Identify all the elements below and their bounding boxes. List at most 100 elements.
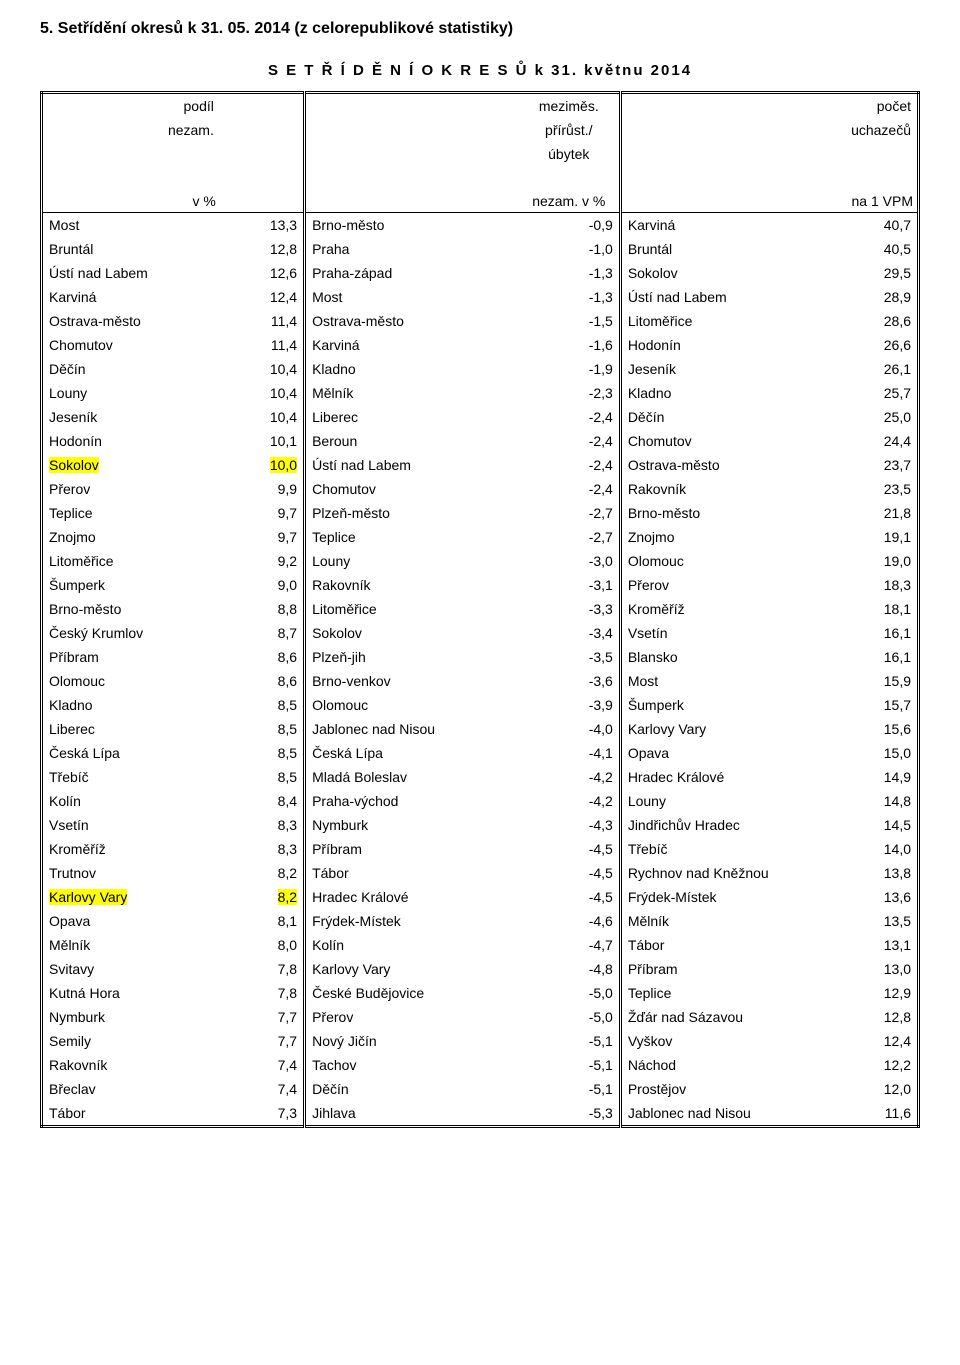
col2-hdr-3: nezam. v %	[519, 190, 619, 213]
district-value: -4,0	[519, 717, 619, 741]
district-name: Kladno	[622, 381, 823, 405]
district-value: 40,5	[823, 237, 917, 261]
table-row: Prostějov12,0	[622, 1077, 917, 1101]
district-name: Svitavy	[43, 957, 220, 981]
table-row: Karlovy Vary-4,8	[306, 957, 619, 981]
table-row: Kolín-4,7	[306, 933, 619, 957]
district-name: Chomutov	[43, 333, 220, 357]
district-value: -2,4	[519, 405, 619, 429]
district-name: Rakovník	[43, 1053, 220, 1077]
district-name: Olomouc	[622, 549, 823, 573]
district-name: Louny	[306, 549, 519, 573]
district-name: Jablonec nad Nisou	[622, 1101, 823, 1125]
district-value: 8,2	[220, 885, 303, 909]
district-value: 21,8	[823, 501, 917, 525]
district-name: Příbram	[622, 957, 823, 981]
table-row: Jeseník26,1	[622, 357, 917, 381]
district-name: Opava	[622, 741, 823, 765]
col2-hdr-0: meziměs.	[519, 94, 619, 118]
table-row: Chomutov24,4	[622, 429, 917, 453]
district-value: 10,4	[220, 381, 303, 405]
district-value: -4,7	[519, 933, 619, 957]
table-row: Mělník-2,3	[306, 381, 619, 405]
district-value: 23,5	[823, 477, 917, 501]
col1-hdr-3: v %	[43, 190, 220, 213]
district-name: Frýdek-Místek	[306, 909, 519, 933]
district-value: -5,1	[519, 1053, 619, 1077]
district-value: 19,1	[823, 525, 917, 549]
table-row: Most-1,3	[306, 285, 619, 309]
table-row: Šumperk15,7	[622, 693, 917, 717]
district-name: Most	[622, 669, 823, 693]
table-row: Chomutov-2,4	[306, 477, 619, 501]
table-row: Příbram8,6	[43, 645, 303, 669]
table-row: Hradec Králové14,9	[622, 765, 917, 789]
district-name: Ostrava-město	[43, 309, 220, 333]
district-name: Bruntál	[43, 237, 220, 261]
district-value: -3,6	[519, 669, 619, 693]
district-name: Plzeň-město	[306, 501, 519, 525]
district-value: 23,7	[823, 453, 917, 477]
table-row: Kolín8,4	[43, 789, 303, 813]
district-name: Sokolov	[622, 261, 823, 285]
district-value: 8,0	[220, 933, 303, 957]
table-row: Praha-1,0	[306, 237, 619, 261]
district-value: -4,5	[519, 885, 619, 909]
table-row: Děčín-5,1	[306, 1077, 619, 1101]
table-row: Olomouc19,0	[622, 549, 917, 573]
table-row: Jablonec nad Nisou11,6	[622, 1101, 917, 1125]
table-row: Kladno-1,9	[306, 357, 619, 381]
table-row: Sokolov10,0	[43, 453, 303, 477]
district-value: 8,8	[220, 597, 303, 621]
district-name: Frýdek-Místek	[622, 885, 823, 909]
district-name: Jablonec nad Nisou	[306, 717, 519, 741]
district-name: Louny	[43, 381, 220, 405]
district-name: Semily	[43, 1029, 220, 1053]
district-name: Znojmo	[622, 525, 823, 549]
table-row: Karlovy Vary15,6	[622, 717, 917, 741]
table-row: Nymburk-4,3	[306, 813, 619, 837]
district-value: -4,2	[519, 789, 619, 813]
district-name: Chomutov	[622, 429, 823, 453]
table-row: Znojmo19,1	[622, 525, 917, 549]
district-name: Litoměřice	[306, 597, 519, 621]
table-row: Česká Lípa-4,1	[306, 741, 619, 765]
table-row: Beroun-2,4	[306, 429, 619, 453]
district-value: -1,3	[519, 261, 619, 285]
district-name: Vsetín	[43, 813, 220, 837]
district-name: Sokolov	[306, 621, 519, 645]
district-value: 14,5	[823, 813, 917, 837]
district-name: Kolín	[43, 789, 220, 813]
district-name: Přerov	[43, 477, 220, 501]
district-value: 13,0	[823, 957, 917, 981]
district-value: 7,8	[220, 957, 303, 981]
district-value: 11,6	[823, 1101, 917, 1125]
district-name: České Budějovice	[306, 981, 519, 1005]
table-row: Ústí nad Labem-2,4	[306, 453, 619, 477]
table-row: Praha-západ-1,3	[306, 261, 619, 285]
district-name: Beroun	[306, 429, 519, 453]
district-value: -4,6	[519, 909, 619, 933]
district-name: Kutná Hora	[43, 981, 220, 1005]
district-value: -2,4	[519, 453, 619, 477]
section-title: 5. Setřídění okresů k 31. 05. 2014 (z ce…	[40, 20, 920, 38]
table-row: Jindřichův Hradec14,5	[622, 813, 917, 837]
district-value: 8,3	[220, 813, 303, 837]
district-name: Česká Lípa	[43, 741, 220, 765]
district-name: Trutnov	[43, 861, 220, 885]
table-row: Tábor13,1	[622, 933, 917, 957]
district-value: -3,9	[519, 693, 619, 717]
table-row: Kladno25,7	[622, 381, 917, 405]
table-row: Brno-město21,8	[622, 501, 917, 525]
district-value: 9,0	[220, 573, 303, 597]
district-name: Česká Lípa	[306, 741, 519, 765]
table-row: Příbram13,0	[622, 957, 917, 981]
district-name: Ústí nad Labem	[622, 285, 823, 309]
district-name: Hodonín	[43, 429, 220, 453]
district-value: 12,4	[823, 1029, 917, 1053]
table-row: Tábor7,3	[43, 1101, 303, 1125]
district-name: Přerov	[622, 573, 823, 597]
table-row: Ostrava-město11,4	[43, 309, 303, 333]
table-row: Třebíč8,5	[43, 765, 303, 789]
district-value: 10,4	[220, 405, 303, 429]
